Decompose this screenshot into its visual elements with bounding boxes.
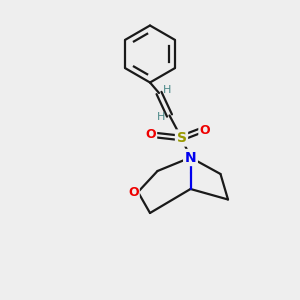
- Text: O: O: [146, 128, 156, 142]
- Text: H: H: [157, 112, 165, 122]
- Text: N: N: [185, 151, 196, 164]
- Text: S: S: [176, 131, 187, 145]
- Text: H: H: [163, 85, 172, 95]
- Text: O: O: [128, 185, 139, 199]
- Text: O: O: [199, 124, 210, 137]
